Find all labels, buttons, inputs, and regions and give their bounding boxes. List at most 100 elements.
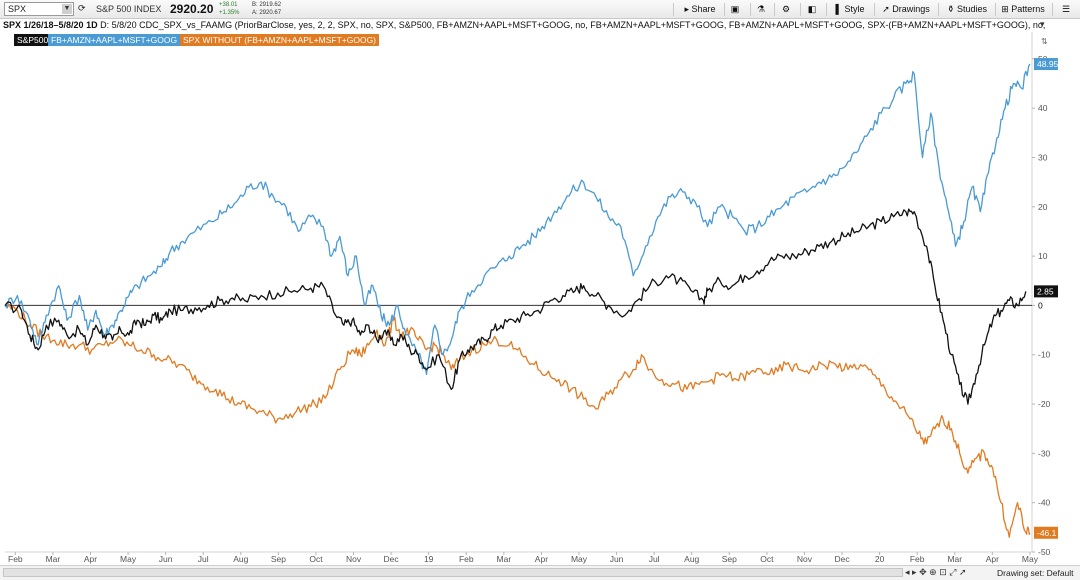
x-tick-label: Aug xyxy=(684,554,699,564)
x-tick-label: Feb xyxy=(8,554,23,564)
share-icon: ▸ xyxy=(684,4,689,14)
toolbar-divider xyxy=(724,3,725,16)
drawing-set-label: Drawing set: Default xyxy=(997,568,1074,578)
y-tick-label: -40 xyxy=(1038,498,1051,508)
toolbar-divider xyxy=(995,3,996,16)
symbol-input[interactable]: SPX ▼ xyxy=(4,2,74,16)
x-tick-label: Apr xyxy=(84,554,97,564)
cursor-icon: ➚ xyxy=(882,4,890,14)
x-tick-label: Oct xyxy=(309,554,323,564)
end-label-box xyxy=(1034,285,1058,298)
x-tick-label: 20 xyxy=(875,554,885,564)
end-value-label: -46.1 xyxy=(1037,528,1057,538)
x-axis: Feb Mar Apr May Jun Jul Aug Sep Oct Nov Dec 19 Feb Ma… xyxy=(8,552,1039,564)
toolbar-divider xyxy=(938,3,939,16)
studies-button[interactable]: ⚱ Studies xyxy=(946,4,988,14)
x-tick-label: 19 xyxy=(424,554,434,564)
toolbar-divider xyxy=(1052,3,1053,16)
series-lines xyxy=(4,63,1031,538)
share-button[interactable]: ▸ Share xyxy=(684,4,716,14)
toolbar-divider xyxy=(673,3,674,16)
y-tick-label: 30 xyxy=(1038,152,1048,162)
x-tick-label: May xyxy=(120,554,137,564)
scroll-left-icon[interactable]: ◂ xyxy=(905,567,910,577)
x-tick-label: Oct xyxy=(760,554,774,564)
ask-price: A: 2920.67 xyxy=(252,10,282,16)
pointer-icon[interactable]: ➚ xyxy=(959,567,967,577)
style-icon: ▌ xyxy=(835,4,842,14)
drawings-button[interactable]: ➚ Drawings xyxy=(882,4,930,14)
pan-icon[interactable]: ✥ xyxy=(919,567,927,577)
x-tick-label: Mar xyxy=(497,554,512,564)
x-tick-label: Dec xyxy=(834,554,850,564)
x-tick-label: Aug xyxy=(233,554,248,564)
bid-price: B: 2919.62 xyxy=(252,2,282,8)
symbol-value: SPX xyxy=(8,4,27,14)
y-tick-label: 10 xyxy=(1038,251,1048,261)
toolbar-divider xyxy=(826,3,827,16)
studies-icon: ⚱ xyxy=(946,4,955,14)
study-info-line: SPX 1/26/18–5/8/20 1D D: 5/8/20 CDC_SPX_… xyxy=(0,19,1045,32)
chart-range-title: SPX 1/26/18–5/8/20 1D xyxy=(3,20,98,30)
legend-without: SPX WITHOUT (FB+AMZN+AAPL+MSFT+GOOG) xyxy=(180,34,380,46)
price-change-pct: +1.35% xyxy=(219,10,240,16)
end-value-label: 48.95 xyxy=(1037,59,1059,69)
x-tick-label: Sep xyxy=(722,554,737,564)
x-tick-label: Jul xyxy=(198,554,209,564)
end-value-label: 2.85 xyxy=(1037,286,1054,296)
zoom-icon[interactable]: ⊕ xyxy=(929,567,937,577)
x-tick-label: Mar xyxy=(947,554,962,564)
style-button[interactable]: ▌ Style xyxy=(835,4,865,14)
x-tick-label: Feb xyxy=(459,554,474,564)
y-tick-label: 0 xyxy=(1038,300,1043,310)
reset-icon[interactable]: ⊡ xyxy=(939,567,947,577)
y-tick-label: 40 xyxy=(1038,103,1048,113)
toolbar-divider xyxy=(774,3,775,16)
study-description: D: 5/8/20 CDC_SPX_vs_FAAMG (PriorBarClos… xyxy=(100,20,1045,30)
y-tick-label: -20 xyxy=(1038,399,1051,409)
menu-icon[interactable]: ☰ xyxy=(1061,4,1071,14)
chevron-down-icon[interactable]: ▼ xyxy=(62,4,72,14)
price-change: +38.01 xyxy=(219,2,238,8)
x-tick-label: Nov xyxy=(797,554,813,564)
chart-toolbar: SPX ▼ ⟳ S&P 500 INDEX 2920.20 +38.01 +1.… xyxy=(0,0,1080,19)
toolbar-divider xyxy=(800,3,801,16)
scroll-right-icon[interactable]: ▸ xyxy=(912,567,917,577)
y-tick-label: 20 xyxy=(1038,202,1048,212)
time-scrollbar[interactable] xyxy=(3,568,903,577)
patterns-button[interactable]: ⊞ Patterns xyxy=(1001,4,1045,14)
x-tick-label: Mar xyxy=(46,554,61,564)
x-tick-label: Dec xyxy=(384,554,400,564)
scale-toggle-icon[interactable]: ⇅ xyxy=(1041,37,1048,46)
snapshot-icon[interactable]: ▣ xyxy=(730,4,740,14)
navigation-icons[interactable]: ◂ ▸ ✥ ⊕ ⊡ ⤢ ➚ xyxy=(905,567,967,578)
end-value-labels: 0 2.85 48.95 -46.1 xyxy=(1034,58,1059,539)
y-tick-label: -30 xyxy=(1038,448,1051,458)
x-tick-label: Jul xyxy=(649,554,660,564)
gear-icon[interactable]: ⚙ xyxy=(781,4,791,14)
plot-background xyxy=(5,49,1032,552)
legend-faamg: FB+AMZN+AAPL+MSFT+GOOG xyxy=(48,34,181,46)
flask-icon[interactable]: ⚗ xyxy=(756,4,766,14)
x-tick-label: Apr xyxy=(535,554,548,564)
collapse-icon[interactable]: ▾ xyxy=(1040,19,1045,29)
x-tick-label: Feb xyxy=(910,554,925,564)
x-tick-label: Jun xyxy=(159,554,173,564)
x-tick-label: May xyxy=(1022,554,1039,564)
series-line xyxy=(4,303,1031,538)
bottom-bar: ◂ ▸ ✥ ⊕ ⊡ ⤢ ➚ Drawing set: Default xyxy=(0,565,1080,580)
toolbar-divider xyxy=(750,3,751,16)
end-label-box xyxy=(1034,58,1058,71)
x-tick-label: Jun xyxy=(610,554,624,564)
x-tick-label: Nov xyxy=(346,554,362,564)
toolbar-divider xyxy=(874,3,875,16)
chart-area[interactable]: 50403020100-10-20-30-40-50 FebMarAprMayJ… xyxy=(0,0,1080,565)
end-label-box xyxy=(1034,526,1058,539)
refresh-icon[interactable]: ⟳ xyxy=(78,3,86,13)
zero-axis-label: 0 xyxy=(1038,300,1043,310)
series-line xyxy=(4,63,1031,376)
y-tick-label: -50 xyxy=(1038,547,1051,557)
y-tick-label: -10 xyxy=(1038,350,1051,360)
period-icon[interactable]: ◧ xyxy=(807,4,817,14)
expand-icon[interactable]: ⤢ xyxy=(949,567,957,577)
